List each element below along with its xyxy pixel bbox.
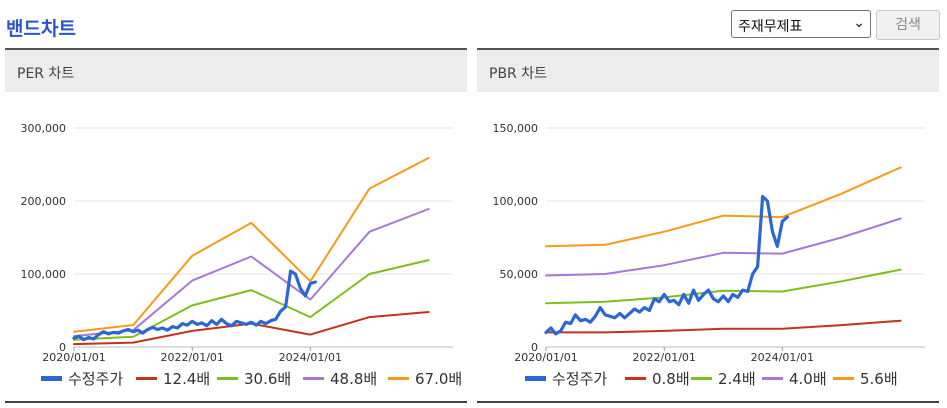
panel-header: PER 차트 xyxy=(5,48,467,92)
legend-label: 12.4배 xyxy=(163,370,211,388)
y-tick-label: 300,000 xyxy=(21,122,67,135)
legend-item[interactable]: 2.4배 xyxy=(691,369,756,389)
per-chart: 0 100,000 200,000 300,000 2020/01/01 2022/01/… xyxy=(21,122,453,364)
x-tick-label: 2020/01/01 xyxy=(514,351,577,364)
pbr-chart-panel: PBR 차트 0 50,000 100,000 150,000 2020/01/01 20… xyxy=(477,48,939,404)
legend-swatch xyxy=(625,376,646,380)
legend-item[interactable]: 5.6배 xyxy=(833,369,898,389)
legend-label: 5.6배 xyxy=(860,370,898,388)
legend-item[interactable]: 4.0배 xyxy=(762,369,827,389)
legend-label: 4.0배 xyxy=(789,370,827,388)
x-tick-label: 2020/01/01 xyxy=(42,351,105,364)
chart-legend: 수정주가 0.8배 2.4배 4.0배 5.6배 xyxy=(477,369,939,393)
band-series-line xyxy=(73,156,430,333)
legend-swatch xyxy=(217,376,238,380)
panel-title: PER 차트 xyxy=(17,66,75,82)
legend-label: 48.8배 xyxy=(330,370,378,388)
band-series-line xyxy=(545,268,902,305)
pbr-chart: 0 50,000 100,000 150,000 2020/01/01 2022/01/0… xyxy=(493,122,925,364)
legend-item[interactable]: 30.6배 xyxy=(217,369,291,389)
legend-label: 2.4배 xyxy=(718,370,756,388)
legend-swatch xyxy=(303,376,324,380)
y-tick-label: 0 xyxy=(531,341,538,354)
price-series-line xyxy=(544,195,789,336)
legend-label: 수정주가 xyxy=(68,370,124,388)
legend-label: 수정주가 xyxy=(552,370,608,388)
legend-swatch xyxy=(833,376,854,380)
y-tick-label: 150,000 xyxy=(493,122,539,135)
chevron-down-icon: ⌄ xyxy=(853,15,865,31)
legend-item[interactable]: 수정주가 xyxy=(525,369,607,389)
legend-swatch xyxy=(388,376,409,380)
x-tick-label: 2022/01/01 xyxy=(633,351,696,364)
legend-item[interactable]: 0.8배 xyxy=(625,369,690,389)
select-value: 주재무제표 xyxy=(738,19,803,35)
x-tick-label: 2024/01/01 xyxy=(279,351,342,364)
x-tick-label: 2022/01/01 xyxy=(161,351,224,364)
panel-header: PBR 차트 xyxy=(477,48,939,92)
statement-type-select[interactable]: 주재무제표 ⌄ xyxy=(731,10,871,38)
search-button[interactable]: 검색 xyxy=(876,10,940,40)
legend-label: 30.6배 xyxy=(244,370,292,388)
band-series-line xyxy=(545,217,902,277)
legend-swatch xyxy=(525,375,546,381)
legend-label: 67.0배 xyxy=(415,370,463,388)
y-tick-label: 200,000 xyxy=(21,195,67,208)
divider xyxy=(5,401,467,403)
y-tick-label: 50,000 xyxy=(500,268,539,281)
y-tick-label: 100,000 xyxy=(21,268,67,281)
band-series-line xyxy=(73,259,430,341)
per-chart-panel: PER 차트 0 100,000 200,000 300,000 2020/01/01 2… xyxy=(5,48,467,404)
legend-label: 0.8배 xyxy=(652,370,690,388)
band-series-line xyxy=(545,166,902,248)
y-tick-label: 0 xyxy=(59,341,66,354)
band-series-line xyxy=(73,311,430,346)
legend-swatch xyxy=(762,376,783,380)
y-tick-label: 100,000 xyxy=(493,195,539,208)
panel-title: PBR 차트 xyxy=(489,66,547,82)
legend-item[interactable]: 67.0배 xyxy=(388,369,462,389)
divider xyxy=(477,401,939,403)
page-title: 밴드차트 xyxy=(6,18,76,40)
legend-item[interactable]: 48.8배 xyxy=(303,369,377,389)
x-tick-label: 2024/01/01 xyxy=(751,351,814,364)
legend-item[interactable]: 12.4배 xyxy=(136,369,210,389)
legend-swatch xyxy=(136,376,157,380)
legend-swatch xyxy=(41,375,62,381)
legend-swatch xyxy=(691,376,712,380)
legend-item[interactable]: 수정주가 xyxy=(41,369,123,389)
price-series-line xyxy=(72,269,317,342)
band-series-line xyxy=(545,319,902,334)
chart-legend: 수정주가 12.4배 30.6배 48.8배 67.0배 xyxy=(5,369,467,393)
